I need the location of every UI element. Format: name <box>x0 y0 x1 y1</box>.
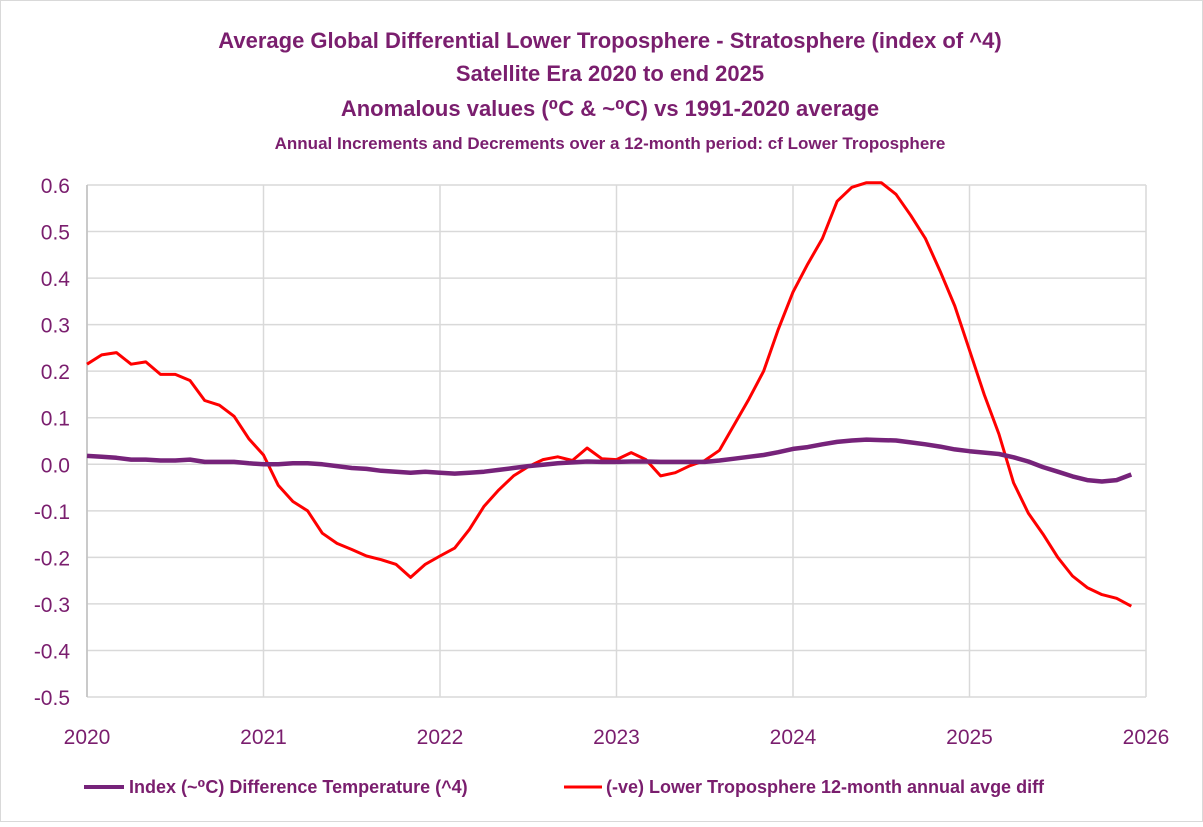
x-tick-label: 2020 <box>64 726 111 749</box>
y-tick-label: 0.1 <box>41 408 70 431</box>
x-axis-ticks: 2020 2021 2022 2023 2024 2025 2026 <box>64 726 1170 749</box>
y-tick-label: 0.6 <box>41 175 70 198</box>
y-tick-label: 0.5 <box>41 222 70 245</box>
y-tick-label: -0.2 <box>34 547 70 570</box>
gridlines <box>86 184 1147 698</box>
series-line-lower-troposphere <box>86 181 1133 608</box>
y-tick-label: 0.3 <box>41 315 70 338</box>
series-lines <box>86 181 1133 608</box>
x-tick-label: 2021 <box>240 726 287 749</box>
x-tick-label: 2026 <box>1123 726 1170 749</box>
y-axis-ticks: 0.6 0.5 0.4 0.3 0.2 0.1 0.0 -0.1 -0.2 -0.3 -0.4 -0.… <box>34 175 71 710</box>
legend-label-index: Index (~⁰C) Difference Temperature (^4) <box>129 777 468 797</box>
series-line-index <box>86 437 1133 484</box>
y-tick-label: -0.1 <box>34 501 70 524</box>
y-tick-label: 0.2 <box>41 361 70 384</box>
y-tick-label: 0.4 <box>41 268 71 291</box>
x-tick-label: 2022 <box>417 726 464 749</box>
chart-subtitle: Annual Increments and Decrements over a … <box>275 134 946 153</box>
chart-title-line-2: Satellite Era 2020 to end 2025 <box>456 61 764 86</box>
x-tick-label: 2024 <box>770 726 817 749</box>
x-tick-label: 2025 <box>946 726 993 749</box>
chart-title-line-3: Anomalous values (⁰C & ~⁰C) vs 1991-2020… <box>341 96 879 121</box>
y-tick-label: -0.4 <box>34 640 71 663</box>
y-tick-label: -0.3 <box>34 594 70 617</box>
legend-label-lower-troposphere: (-ve) Lower Troposphere 12-month annual … <box>606 777 1045 797</box>
y-tick-label: 0.0 <box>41 454 70 477</box>
legend: Index (~⁰C) Difference Temperature (^4) … <box>84 777 1045 797</box>
y-tick-label: -0.5 <box>34 687 70 710</box>
chart-title-line-1: Average Global Differential Lower Tropos… <box>218 28 1001 53</box>
x-tick-label: 2023 <box>593 726 640 749</box>
